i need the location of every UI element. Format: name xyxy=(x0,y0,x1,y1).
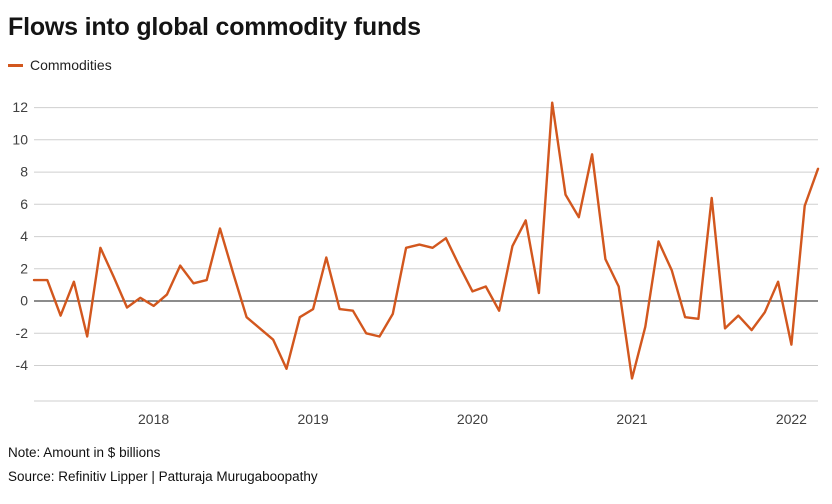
y-tick-label: 10 xyxy=(12,132,28,148)
chart-title: Flows into global commodity funds xyxy=(8,13,421,41)
commodity-flows-line-chart: -4 -2 0 2 4 6 8 10 12 2018 2019 2020 2021 2022 xyxy=(12,99,820,427)
y-tick-label: -2 xyxy=(16,325,29,341)
y-tick-label: 12 xyxy=(12,99,28,115)
legend: Commodities xyxy=(8,57,824,73)
y-tick-label: 4 xyxy=(20,228,28,244)
y-tick-label: -4 xyxy=(16,357,29,373)
x-tick-label: 2018 xyxy=(138,411,169,427)
source-text: Source: Refinitiv Lipper | Patturaja Mur… xyxy=(8,469,318,485)
x-tick-label: 2019 xyxy=(298,411,329,427)
x-tick-label: 2022 xyxy=(776,411,807,427)
footnotes: Note: Amount in $ billions Source: Refin… xyxy=(8,445,824,484)
y-tick-label: 0 xyxy=(20,293,28,309)
note-text: Note: Amount in $ billions xyxy=(8,445,161,461)
y-tick-label: 6 xyxy=(20,196,28,212)
x-tick-label: 2020 xyxy=(457,411,488,427)
y-tick-label: 2 xyxy=(20,261,28,277)
y-tick-label: 8 xyxy=(20,164,28,180)
commodities-line xyxy=(32,101,820,380)
commodities-line-swatch xyxy=(8,63,23,67)
x-tick-label: 2021 xyxy=(616,411,647,427)
legend-label: Commodities xyxy=(30,57,112,74)
